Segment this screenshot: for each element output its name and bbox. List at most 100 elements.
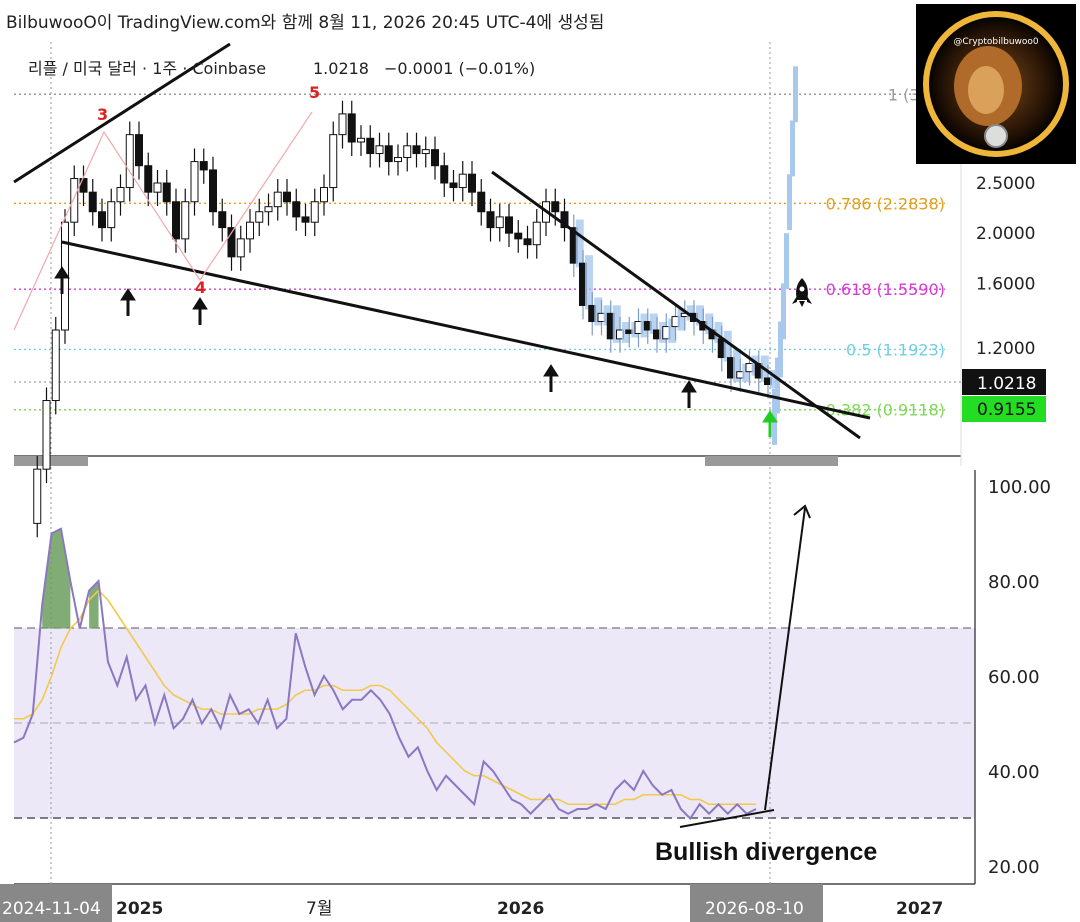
candle-down <box>292 201 301 218</box>
projection-bar <box>585 255 593 310</box>
scroll-handle-right[interactable] <box>705 456 838 466</box>
upper-wedge-line <box>13 42 231 184</box>
candle-down <box>347 113 356 143</box>
projection-bar <box>770 370 778 389</box>
projection-bar <box>612 305 621 343</box>
candle-up <box>116 187 125 203</box>
fib-label-1: 0.786 (2.2838) <box>826 194 945 213</box>
candle-up <box>264 206 273 213</box>
wave-label-4: 4 <box>195 278 206 297</box>
candle-down <box>301 216 310 223</box>
projection-bar <box>772 388 777 445</box>
candle-up <box>246 221 254 240</box>
projection-bar <box>714 322 723 343</box>
candle-down <box>98 211 106 229</box>
breakout-arrow-head <box>793 504 811 519</box>
up-arrow-icon <box>54 266 70 294</box>
support-arrows <box>54 266 697 408</box>
candle-down <box>412 145 421 155</box>
candle-down <box>551 201 560 213</box>
rsi-tick-0: 100.00 <box>988 477 1051 498</box>
current-price-label-bg <box>962 369 1046 395</box>
candle-down <box>384 145 393 163</box>
candle-down <box>162 182 171 203</box>
breakout-arrow-line <box>764 507 806 811</box>
candle-up <box>107 201 116 229</box>
projection-bar <box>790 120 795 177</box>
candle-down <box>468 173 476 193</box>
fib-label-3: 0.5 (1.1923) <box>846 340 945 359</box>
candle-down <box>523 238 532 246</box>
green-up-arrow-icon <box>762 410 778 437</box>
up-arrow-icon <box>681 380 697 408</box>
time-tick-2026: 2026 <box>497 899 544 919</box>
rsi-tick-4: 20.00 <box>988 857 1040 878</box>
candle-down <box>431 149 439 167</box>
candle-down <box>135 134 143 167</box>
chart-credit: BilbuwooO이 TradingView.com와 함께 8월 11, 20… <box>6 13 605 33</box>
avatar-handle: @Cryptobilbuwoo0 <box>953 37 1039 47</box>
projection-bar <box>784 233 789 290</box>
rsi-tick-1: 80.00 <box>988 572 1040 593</box>
candle-down <box>440 165 449 184</box>
projection-bar <box>733 349 741 383</box>
current-price-label: 1.0218 <box>977 374 1036 394</box>
candle-up <box>310 201 319 223</box>
candle-down <box>227 227 236 258</box>
price-tick-0: 2.5000 <box>976 174 1035 194</box>
projection-bar <box>775 357 780 414</box>
candle-up <box>42 400 51 470</box>
projection-bar <box>677 308 686 331</box>
candle-up <box>320 187 328 203</box>
candle-up <box>329 134 338 189</box>
candle-up <box>421 149 430 155</box>
projection-bar <box>723 330 732 362</box>
wave-label-3: 3 <box>97 105 108 124</box>
rsi-axis: 100.00 80.00 60.00 40.00 20.00 <box>988 477 1051 878</box>
scroll-handle-left[interactable] <box>14 456 88 466</box>
projection-bar <box>705 313 714 335</box>
rsi-tick-3: 40.00 <box>988 762 1040 783</box>
time-tick-2025: 2025 <box>116 899 163 919</box>
candle-down <box>449 182 458 189</box>
rsi-tick-2: 60.00 <box>988 667 1040 688</box>
candle-up <box>394 157 402 163</box>
wave-path <box>13 111 313 331</box>
candle-down <box>366 137 375 155</box>
candle-up <box>458 173 467 189</box>
up-arrow-icon <box>120 288 136 316</box>
rsi-ma-line <box>14 589 756 806</box>
descending-resistance-line <box>491 170 861 440</box>
fib-label-2: 0.618 (1.5590) <box>826 280 945 299</box>
price-tick-3: 1.2000 <box>976 339 1035 359</box>
candle-down <box>172 201 180 240</box>
candle-down <box>218 211 227 229</box>
candle-up <box>495 216 504 229</box>
candle-up <box>236 238 245 258</box>
lion-logo-icon: @Cryptobilbuwoo0 <box>916 4 1076 164</box>
candle-up <box>273 191 282 208</box>
projection-bar <box>668 318 677 343</box>
projection-bar <box>594 297 603 326</box>
candle-down <box>477 191 486 213</box>
candle-down <box>88 191 97 213</box>
xrp-coin-icon <box>984 124 1008 148</box>
start-date-label-bg <box>0 884 112 922</box>
projection-bar <box>793 66 798 123</box>
candle-down <box>79 178 88 193</box>
avatar-logo: @Cryptobilbuwoo0 <box>923 11 1069 157</box>
projection-bar <box>787 174 792 231</box>
projection-bar <box>649 313 658 335</box>
candle-up <box>357 137 365 143</box>
candle-down <box>283 191 291 203</box>
candle-up <box>70 178 79 223</box>
symbol-title: 리플 / 미국 달러 · 1주 · Coinbase <box>28 59 266 78</box>
green-price-label: 0.9155 <box>977 400 1036 420</box>
lower-wedge-line <box>61 240 871 420</box>
start-date-label: 2024-11-04 <box>2 899 101 919</box>
rocket-icon <box>792 278 812 307</box>
green-price-label-bg <box>962 396 1046 422</box>
projection-bar <box>742 363 751 383</box>
candle-up <box>532 221 541 246</box>
